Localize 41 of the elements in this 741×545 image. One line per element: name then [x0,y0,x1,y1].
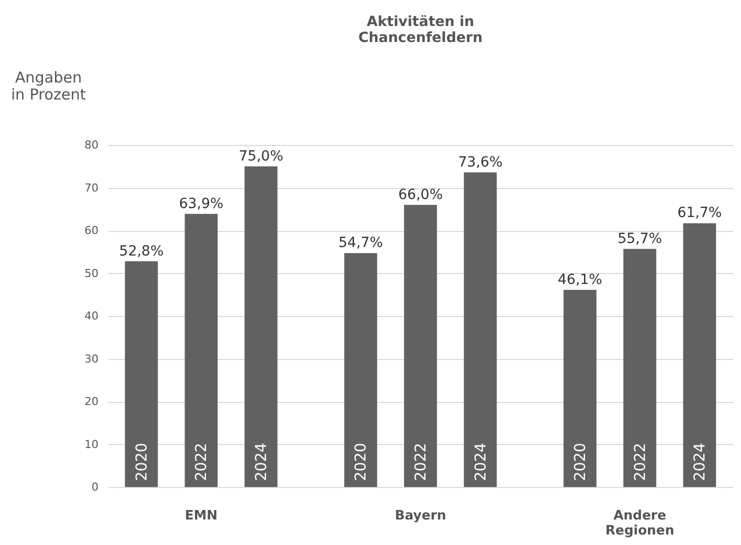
y-tick-label: 0 [92,480,98,494]
data-label: 66,0% [398,186,443,203]
x-tick-label: Bayern [394,508,446,524]
data-label: 46,1% [558,272,602,288]
y-axis-title: Angaben in Prozent [11,68,86,104]
x-tick-label: EMN [184,508,218,524]
x-tick-label: Andere Regionen [605,508,674,538]
y-tick-label: 80 [84,138,98,152]
data-label: 54,7% [338,235,383,252]
bar [124,261,158,487]
y-tick-label: 70 [84,181,98,194]
data-label: 55,7% [618,230,662,247]
data-label: 61,7% [677,205,722,222]
data-label: 52,8% [119,243,164,260]
y-tick-label: 60 [84,224,98,237]
series-label: 2024 [252,442,270,481]
y-tick-label: 50 [84,266,98,280]
series-label: 2022 [192,442,210,481]
data-label: 63,9% [178,196,224,212]
bar [344,253,378,487]
text: 2022 [630,442,649,481]
text: 2020 [352,442,370,481]
y-tick-label: 20 [84,395,98,408]
bar [623,248,656,487]
bar [564,290,596,487]
series-label: 2020 [132,442,150,481]
text: 2020 [570,442,589,481]
bar [244,166,278,487]
y-tick-label: 40 [84,310,98,322]
text: 2024 [690,442,709,481]
y-tick-label: 30 [84,352,98,366]
chart-title: Aktivitäten in Chancenfeldern [358,14,483,46]
y-tick-label: 10 [84,438,98,451]
bar [464,172,497,487]
data-label: 75,0% [238,148,284,164]
text: 2024 [471,442,490,481]
text: 2022 [412,442,430,481]
bar [683,223,716,487]
bar [184,214,218,487]
data-label: 73,6% [458,154,503,170]
bar [404,204,437,487]
